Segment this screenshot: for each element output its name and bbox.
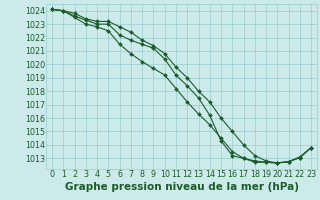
X-axis label: Graphe pression niveau de la mer (hPa): Graphe pression niveau de la mer (hPa) — [65, 182, 299, 192]
